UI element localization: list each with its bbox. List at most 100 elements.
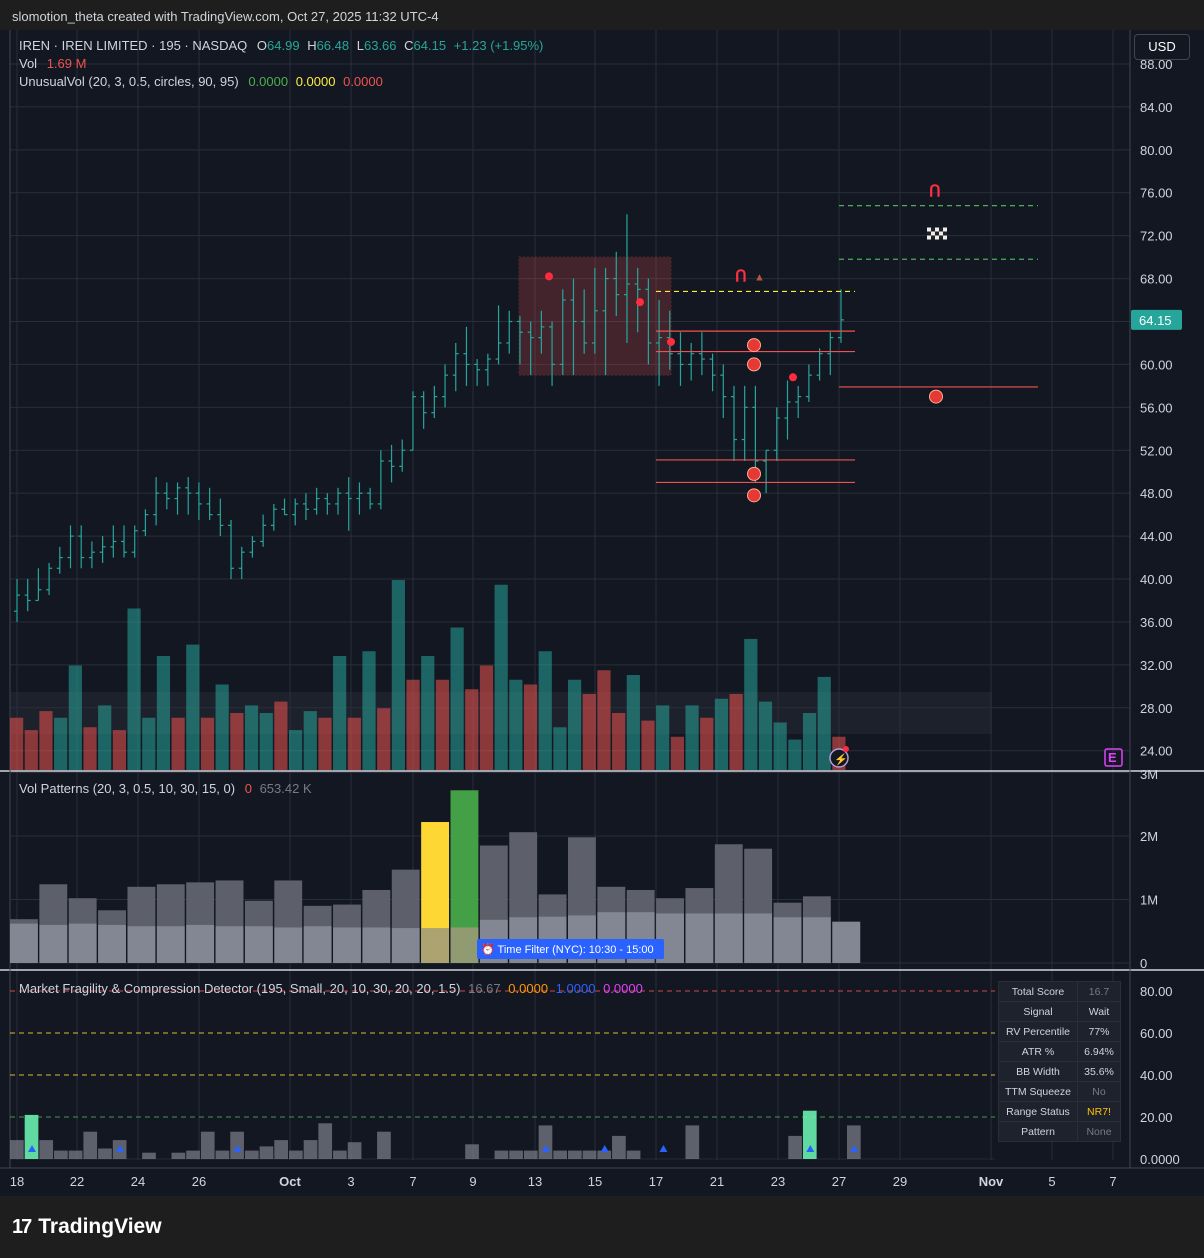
volume-bar — [39, 711, 53, 770]
volume-bar — [509, 679, 523, 770]
volume-bar — [112, 730, 126, 770]
volpatterns-legend: Vol Patterns (20, 3, 0.5, 10, 30, 15, 0)… — [19, 781, 312, 796]
price-tick-label: 48.00 — [1140, 486, 1173, 501]
unusualvol-value-3: 0.0000 — [343, 74, 383, 89]
chart-canvas[interactable]: Ո Ո ▲ E ⚡ 24.00 28.00 32.00 36.00 40.00 44.00 48.00… — [0, 0, 1204, 1196]
currency-button[interactable]: USD — [1134, 34, 1190, 60]
stats-value: 35.6% — [1077, 1061, 1121, 1082]
target-ball — [747, 357, 761, 372]
price-tick-label: 56.00 — [1140, 400, 1173, 415]
tradingview-brand[interactable]: 17 TradingView — [12, 1213, 162, 1241]
volume-bar — [274, 701, 288, 770]
vol-pattern-base-bar — [773, 917, 802, 963]
signal-dot — [667, 337, 675, 346]
mfcd-bar — [200, 1131, 215, 1159]
stats-table: Total Score 16.7 Signal Wait RV Percentile 77… — [998, 981, 1121, 1142]
mfcd-bar — [523, 1150, 538, 1159]
volume-bar — [465, 689, 479, 770]
target-ball — [747, 466, 761, 481]
volume-bar — [568, 679, 582, 770]
mfcd-value-4: 0.0000 — [603, 981, 643, 996]
earnings-marker-text: E — [1108, 750, 1117, 765]
vol-pattern-base-bar — [68, 923, 97, 963]
volume-bar — [142, 717, 156, 770]
legend-o-label: O — [256, 38, 268, 53]
footer-bar — [0, 1196, 1204, 1258]
price-tick-label: 28.00 — [1140, 701, 1173, 716]
legend-open: 64.99 — [267, 38, 300, 53]
price-tick-label: 32.00 — [1140, 658, 1173, 673]
stats-label: Total Score — [998, 981, 1078, 1002]
volume-bar — [817, 676, 831, 770]
mfcd-value-1: 16.67 — [468, 981, 501, 996]
vol-pattern-base-bar — [156, 926, 185, 963]
volume-bar — [10, 717, 24, 770]
attribution-bar: slomotion_theta created with TradingView… — [0, 0, 1204, 30]
volume-bar — [406, 679, 420, 770]
stats-label: ATR % — [998, 1041, 1078, 1062]
mfcd-bar — [509, 1150, 523, 1159]
volume-bar — [244, 705, 259, 770]
mfcd-marker — [28, 1145, 37, 1152]
mfcd-bar — [68, 1150, 83, 1159]
mfcd-bar — [10, 1140, 24, 1159]
mfcd-bar — [171, 1152, 186, 1159]
mfcd-tick-label: 60.00 — [1140, 1026, 1173, 1041]
time-tick-label: 22 — [70, 1174, 84, 1189]
checkered-flag-icon — [943, 227, 947, 232]
volume-bar — [494, 584, 508, 770]
time-tick-label: 15 — [588, 1174, 602, 1189]
vol-pattern-base-bar — [391, 928, 420, 963]
price-tick-label: 44.00 — [1140, 529, 1173, 544]
vol-legend: Vol 1.69 M — [19, 56, 86, 71]
price-tick-label: 84.00 — [1140, 100, 1173, 115]
volume-bar — [171, 717, 185, 770]
volume-bar — [626, 675, 640, 770]
volume-bar — [54, 717, 68, 770]
stats-label: Signal — [998, 1001, 1078, 1022]
mfcd-bar — [54, 1150, 68, 1159]
checkered-flag-icon — [935, 235, 939, 240]
mfcd-bar — [538, 1125, 553, 1159]
volume-tick-label: 2M — [1140, 829, 1158, 844]
volume-bar — [729, 694, 743, 770]
volume-bar — [612, 713, 626, 770]
mfcd-tick-label: 40.00 — [1140, 1068, 1173, 1083]
mfcd-bar — [788, 1135, 802, 1159]
mfcd-marker — [541, 1145, 550, 1152]
time-tick-label: Nov — [979, 1174, 1004, 1189]
vol-pattern-base-bar — [274, 927, 303, 963]
magnet-icon: Ո — [929, 184, 941, 201]
stats-row: BB Width 35.6% — [998, 1061, 1121, 1082]
volume-bar — [24, 730, 38, 770]
stats-row: ATR % 6.94% — [998, 1041, 1121, 1062]
volume-bar — [98, 705, 112, 770]
volume-bar — [391, 580, 405, 770]
mfcd-bar — [553, 1150, 567, 1159]
volume-bar — [670, 736, 684, 770]
price-tick-label: 52.00 — [1140, 443, 1173, 458]
stats-value: NR7! — [1077, 1101, 1121, 1122]
mfcd-marker — [600, 1145, 609, 1152]
last-price-label: 64.15 — [1139, 313, 1172, 328]
volume-bar — [700, 717, 714, 770]
volume-bar — [156, 656, 171, 770]
volpatterns-value-1: 0 — [244, 781, 252, 796]
price-tick-label: 72.00 — [1140, 229, 1173, 244]
mfcd-value-3: 1.0000 — [555, 981, 596, 996]
volpatterns-value-2: 653.42 K — [259, 781, 312, 796]
mfcd-bar — [465, 1144, 479, 1159]
time-tick-label: 26 — [192, 1174, 206, 1189]
volume-bar — [523, 684, 538, 770]
mfcd-marker — [850, 1145, 859, 1152]
time-tick-label: 29 — [893, 1174, 907, 1189]
volume-bar — [215, 684, 229, 770]
mfcd-bar — [83, 1131, 98, 1159]
alert-dot-icon — [843, 746, 849, 752]
time-tick-label: 7 — [409, 1174, 416, 1189]
time-tick-label: 23 — [771, 1174, 785, 1189]
stats-row: Signal Wait — [998, 1001, 1121, 1022]
last-price-tag — [1131, 309, 1182, 330]
mfcd-marker — [233, 1145, 242, 1152]
mfcd-legend: Market Fragility & Compression Detector … — [19, 981, 643, 996]
